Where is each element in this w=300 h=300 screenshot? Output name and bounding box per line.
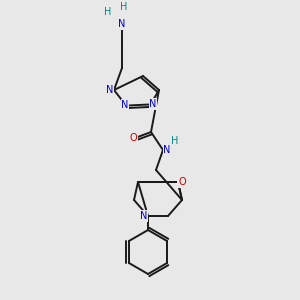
Text: N: N [149,99,157,109]
Text: N: N [106,85,114,95]
Text: O: O [178,177,186,187]
Text: N: N [140,211,148,221]
Text: H: H [171,136,179,146]
Text: O: O [129,133,137,143]
Text: N: N [163,145,171,155]
Text: N: N [121,100,129,110]
Text: H: H [120,2,128,12]
Text: N: N [118,19,126,29]
Text: H: H [104,7,112,17]
